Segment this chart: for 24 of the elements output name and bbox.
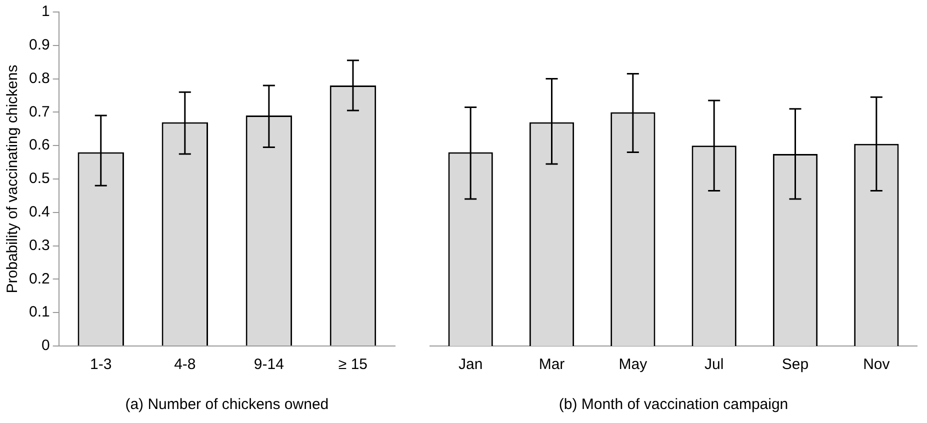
x-tick-label: May: [618, 356, 648, 374]
y-tick-label: 0.8: [28, 70, 50, 87]
y-tick-label: 1: [42, 3, 50, 20]
x-tick-label: Mar: [538, 356, 565, 374]
x-tick-label: Nov: [863, 356, 890, 374]
y-tick-label: 0.1: [28, 304, 50, 321]
y-tick-label: 0.4: [28, 204, 50, 221]
x-tick-label: Jul: [704, 356, 724, 374]
x-tick-label: 9-14: [254, 356, 284, 374]
y-tick-label: 0.3: [28, 236, 50, 254]
y-tick-label: 0.9: [28, 36, 50, 54]
x-axis-title: (a) Number of chickens owned: [125, 396, 329, 414]
x-tick-label: ≥ 15: [338, 356, 368, 374]
y-tick-label: 0.5: [28, 170, 50, 188]
x-tick-label: Jan: [458, 356, 483, 374]
x-tick-label: 4-8: [174, 356, 196, 374]
y-tick-label: 0.6: [28, 136, 50, 154]
y-tick-label: 0.2: [28, 270, 50, 288]
x-axis-title: (b) Month of vaccination campaign: [558, 396, 788, 414]
x-tick-label: Sep: [782, 356, 809, 374]
y-tick-label: 0: [42, 337, 50, 354]
x-tick-label: 1-3: [90, 356, 112, 374]
y-axis-title: Probability of vaccinating chickens: [4, 64, 22, 294]
y-tick-label: 0.7: [28, 103, 50, 120]
